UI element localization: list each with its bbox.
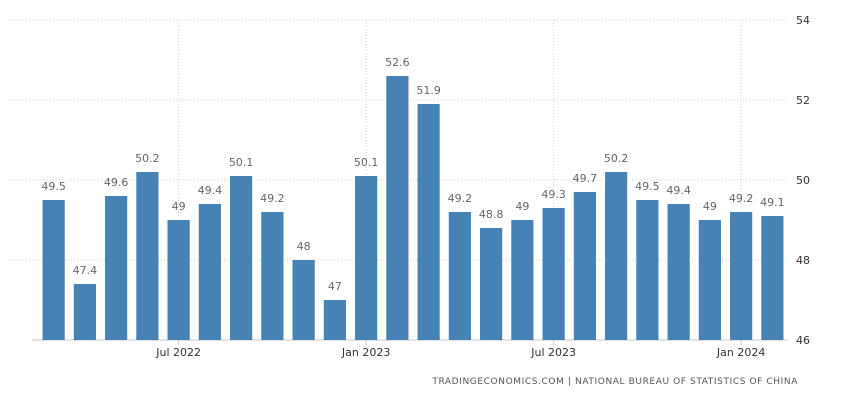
data-label: 49.3 — [541, 188, 566, 201]
bar — [636, 200, 659, 340]
data-label: 49 — [172, 200, 186, 213]
y-tick-label: 48 — [796, 254, 810, 267]
bar — [105, 196, 128, 340]
data-label: 50.1 — [354, 156, 379, 169]
bar — [511, 220, 534, 340]
source-attribution: TRADINGECONOMICS.COM | NATIONAL BUREAU O… — [432, 377, 798, 387]
bar — [386, 76, 409, 340]
data-label: 48.8 — [479, 208, 504, 221]
bar — [261, 212, 284, 340]
x-tick-label: Jan 2024 — [716, 346, 765, 359]
data-label: 49.2 — [448, 192, 473, 205]
bar — [292, 260, 315, 340]
bar — [417, 104, 440, 340]
data-label: 49.6 — [104, 176, 129, 189]
bar — [542, 208, 565, 340]
data-labels: 49.5 47.4 49.6 50.2 49 49.4 50.1 49.2 48 47 50.1 52… — [41, 56, 784, 293]
bar — [480, 228, 503, 340]
bar — [573, 192, 596, 340]
data-label: 49.4 — [198, 184, 223, 197]
bar — [667, 204, 690, 340]
data-label: 50.1 — [229, 156, 254, 169]
y-axis-ticks: 46 48 50 52 54 — [796, 14, 810, 347]
bar — [605, 172, 628, 340]
y-tick-label: 52 — [796, 94, 810, 107]
data-label: 47 — [328, 280, 342, 293]
bar — [761, 216, 784, 340]
data-label: 52.6 — [385, 56, 410, 69]
y-tick-label: 54 — [796, 14, 810, 27]
bar — [698, 220, 721, 340]
bar — [448, 212, 471, 340]
data-label: 49.2 — [260, 192, 285, 205]
data-label: 50.2 — [135, 152, 160, 165]
x-tick-label: Jan 2023 — [341, 346, 390, 359]
bar — [73, 284, 96, 340]
bar — [167, 220, 190, 340]
data-label: 48 — [297, 240, 311, 253]
data-label: 49.4 — [666, 184, 691, 197]
data-label: 49 — [703, 200, 717, 213]
bars — [42, 76, 784, 340]
x-tick-label: Jul 2023 — [530, 346, 576, 359]
data-label: 49.5 — [635, 180, 660, 193]
bar — [323, 300, 346, 340]
data-label: 50.2 — [604, 152, 629, 165]
bar — [230, 176, 253, 340]
y-tick-label: 50 — [796, 174, 810, 187]
data-label: 49.1 — [760, 196, 785, 209]
data-label: 49.2 — [729, 192, 754, 205]
bar — [136, 172, 159, 340]
x-axis-ticks: Jul 2022 Jan 2023 Jul 2023 Jan 2024 — [155, 340, 765, 359]
bar — [198, 204, 221, 340]
data-label: 47.4 — [73, 264, 98, 277]
bar — [42, 200, 65, 340]
data-label: 49.7 — [573, 172, 598, 185]
bar — [355, 176, 378, 340]
y-tick-label: 46 — [796, 334, 810, 347]
x-tick-label: Jul 2022 — [155, 346, 201, 359]
data-label: 49.5 — [41, 180, 66, 193]
data-label: 49 — [515, 200, 529, 213]
bar — [730, 212, 753, 340]
data-label: 51.9 — [416, 84, 441, 97]
